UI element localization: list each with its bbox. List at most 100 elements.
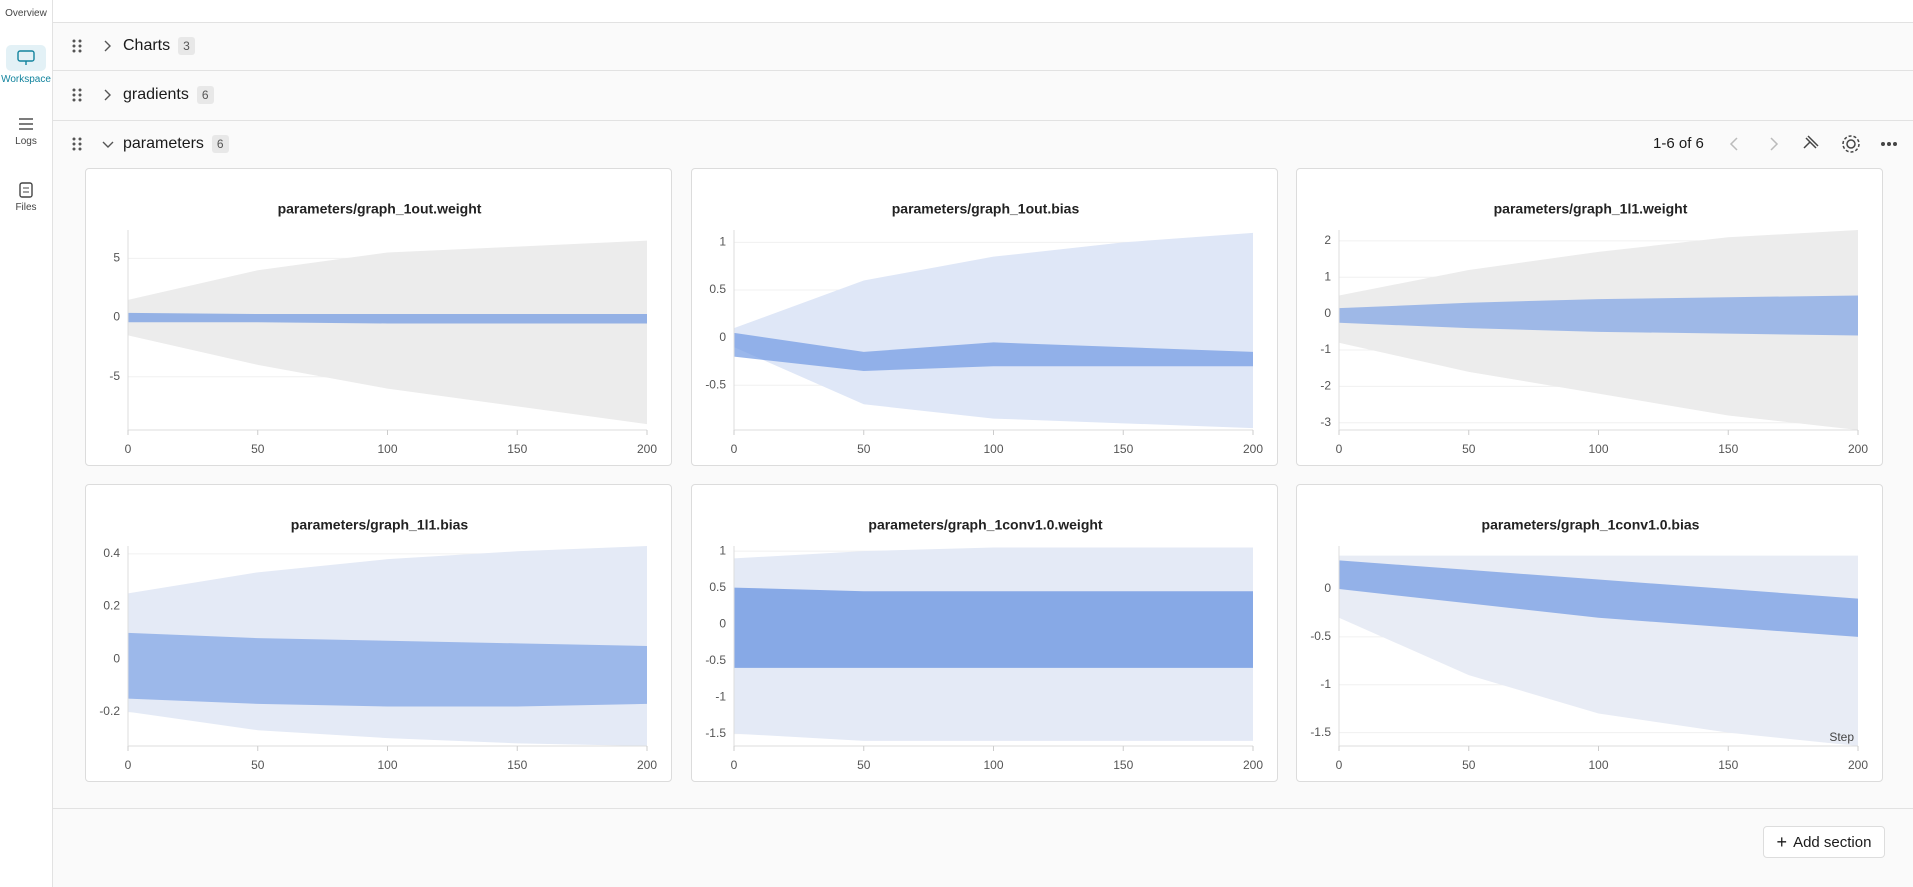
x-tick-label: 100 [377, 758, 397, 772]
chart-panel[interactable]: parameters/graph_1l1.bias 0.4 0.2 0 -0.2 0 50 1… [85, 484, 672, 782]
divider [53, 120, 1913, 121]
nav-label: Overview [5, 8, 47, 19]
top-bar [53, 0, 1913, 23]
y-tick-label: 0 [719, 330, 726, 344]
y-tick-label: 0.4 [103, 546, 120, 560]
y-tick-label: -1 [1320, 677, 1331, 691]
y-tick-label: 0.5 [709, 580, 726, 594]
x-tick-label: 100 [377, 442, 397, 456]
x-tick-label: 0 [730, 758, 737, 772]
x-tick-label: 100 [983, 758, 1003, 772]
drag-chevron [72, 39, 111, 53]
chart: parameters/graph_1conv1.0.bias 0 -0.5 -1 -1.… [1310, 517, 1868, 772]
chart-panel[interactable]: parameters/graph_1l1.weight 2 1 0 -1 -2 -3 0 50 1… [1296, 168, 1883, 466]
nav-icon [6, 45, 46, 71]
y-tick-label: -1 [1320, 342, 1331, 356]
y-tick-label: 1 [719, 543, 726, 557]
x-tick-label: 0 [730, 442, 737, 456]
x-tick-label: 50 [857, 442, 871, 456]
sidebar: Overview Workspace Logs Files [0, 0, 53, 887]
x-tick-label: 0 [125, 442, 132, 456]
y-tick-label: -0.5 [1310, 629, 1331, 643]
chart-title: parameters/graph_1out.weight [278, 201, 482, 217]
x-tick-label: 50 [251, 442, 265, 456]
nav-label: Workspace [1, 74, 51, 85]
chart-title: parameters/graph_1l1.weight [1494, 201, 1688, 217]
drag-chevron [72, 137, 114, 151]
y-tick-label: -0.5 [705, 653, 726, 667]
chart: parameters/graph_1conv1.0.weight 1 0.5 0 -0.… [705, 517, 1263, 772]
chart-title: parameters/graph_1conv1.0.weight [868, 517, 1103, 533]
y-tick-label: 0 [113, 651, 120, 665]
distribution-envelope [733, 232, 1253, 429]
button-label: Add section [1793, 833, 1872, 851]
section-name: gradients [123, 86, 189, 103]
x-tick-label: 200 [1242, 758, 1262, 772]
nav-label: Logs [15, 136, 37, 147]
chart: parameters/graph_1l1.bias 0.4 0.2 0 -0.2 0 50 1… [99, 517, 657, 772]
y-tick-label: -1.5 [705, 726, 726, 740]
y-tick-label: -0.2 [99, 704, 120, 718]
x-tick-label: 50 [857, 758, 871, 772]
section-count: 3 [178, 37, 195, 55]
y-tick-label: 1 [719, 235, 726, 249]
x-tick-label: 0 [1336, 442, 1343, 456]
distribution-core [1339, 295, 1858, 336]
y-tick-label: -0.5 [705, 377, 726, 391]
drag-chevron [72, 88, 111, 102]
chart-panel[interactable]: parameters/graph_1out.bias 1 0.5 0 -0.5 0 50 10… [690, 168, 1278, 466]
y-tick-label: -2 [1320, 379, 1331, 393]
plus-icon: + [1776, 831, 1788, 852]
x-tick-label: 100 [1588, 442, 1608, 456]
chart: parameters/graph_1out.bias 1 0.5 0 -0.5 0 50 10… [705, 201, 1263, 456]
x-tick-label: 200 [1848, 442, 1868, 456]
divider [53, 70, 1913, 71]
chart-title: parameters/graph_1conv1.0.bias [1482, 517, 1700, 533]
add-section-button[interactable]: + Add section [1763, 826, 1885, 858]
x-tick-label: 150 [1113, 442, 1133, 456]
y-tick-label: 0 [113, 310, 120, 324]
x-tick-label: 200 [1848, 758, 1868, 772]
nav-workspace[interactable]: Workspace [0, 45, 52, 85]
nav-logs[interactable]: Logs [0, 116, 52, 147]
nav-overview[interactable]: Overview [0, 8, 52, 19]
section-row[interactable]: Charts 3 [53, 31, 1913, 61]
distribution-core [733, 587, 1253, 668]
section-row[interactable]: parameters 6 [53, 129, 1913, 159]
y-tick-label: 5 [113, 251, 120, 265]
chart-title: parameters/graph_1l1.bias [291, 517, 469, 533]
x-tick-label: 0 [125, 758, 132, 772]
icon [19, 182, 33, 198]
chart-panel[interactable]: parameters/graph_1conv1.0.bias 0 -0.5 -1 -1.… [1296, 484, 1883, 782]
section-name: Charts [123, 37, 171, 54]
x-tick-label: 200 [637, 442, 657, 456]
toolbar[interactable] [1722, 132, 1902, 156]
x-tick-label: 150 [1718, 442, 1738, 456]
distribution-core [1339, 560, 1858, 637]
y-tick-label: -1.5 [1310, 725, 1331, 739]
section-row[interactable]: gradients 6 [53, 80, 1913, 110]
nav-label: Files [15, 202, 37, 213]
x-tick-label: 150 [1113, 758, 1133, 772]
chart-panel[interactable]: parameters/graph_1conv1.0.weight 1 0.5 0 -0.… [690, 484, 1278, 782]
chart-panel[interactable]: parameters/graph_1out.weight 5 0 -5 0 50 100 15… [85, 168, 672, 466]
y-tick-label: 0.2 [103, 599, 120, 613]
x-tick-label: 150 [1718, 758, 1738, 772]
x-tick-label: 150 [507, 758, 527, 772]
x-tick-label: 150 [507, 442, 527, 456]
y-tick-label: 0 [719, 616, 726, 630]
x-tick-label: 50 [1462, 758, 1476, 772]
x-tick-label: 200 [637, 758, 657, 772]
distribution-core [128, 312, 647, 324]
y-tick-label: 0 [1324, 581, 1331, 595]
distribution-core [128, 632, 647, 707]
x-axis-label: Step [1829, 730, 1854, 744]
pagination: 1-6 of 6 [1653, 135, 1704, 152]
section-name: parameters [123, 135, 204, 152]
y-tick-label: 0 [1324, 306, 1331, 320]
chart-title: parameters/graph_1out.bias [891, 201, 1079, 217]
x-tick-label: 50 [1462, 442, 1476, 456]
nav-files[interactable]: Files [0, 182, 52, 213]
section-count: 6 [211, 135, 229, 153]
